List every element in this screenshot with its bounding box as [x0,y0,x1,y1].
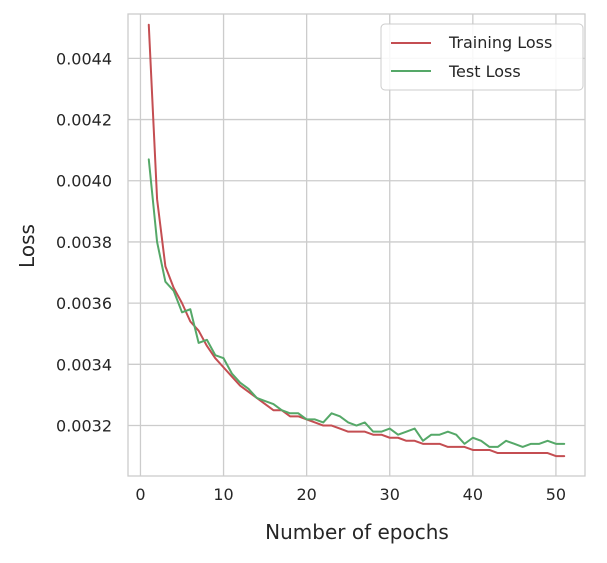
legend: Training Loss Test Loss [380,23,584,91]
x-tick-label: 10 [213,485,233,504]
x-tick-label: 0 [135,485,145,504]
legend-box [380,23,584,91]
x-axis-title: Number of epochs [265,520,449,544]
series-lines [147,23,566,458]
series-line-training-loss [147,23,566,458]
y-tick-label: 0.0034 [56,355,112,374]
x-tick-label: 40 [463,485,483,504]
axes-frame [127,13,586,477]
y-tick-label: 0.0038 [56,233,112,252]
y-tick-label: 0.0042 [56,111,112,130]
y-axis-title: Loss [15,224,39,268]
x-tick-label: 50 [546,485,566,504]
y-tick-label: 0.0040 [56,172,112,191]
plot-area-border [127,13,586,477]
legend-label-training-loss: Training Loss [448,33,552,52]
legend-label-test-loss: Test Loss [448,62,521,81]
y-tick-label: 0.0032 [56,417,112,436]
y-tick-label: 0.0036 [56,294,112,313]
y-tick-label: 0.0044 [56,49,112,68]
x-tick-label: 30 [380,485,400,504]
tick-labels: 0 10 20 30 40 50 0.0032 0.0034 0.0036 0.0038 0.004… [56,49,566,504]
series-line-test-loss [147,158,566,448]
x-tick-label: 20 [296,485,316,504]
